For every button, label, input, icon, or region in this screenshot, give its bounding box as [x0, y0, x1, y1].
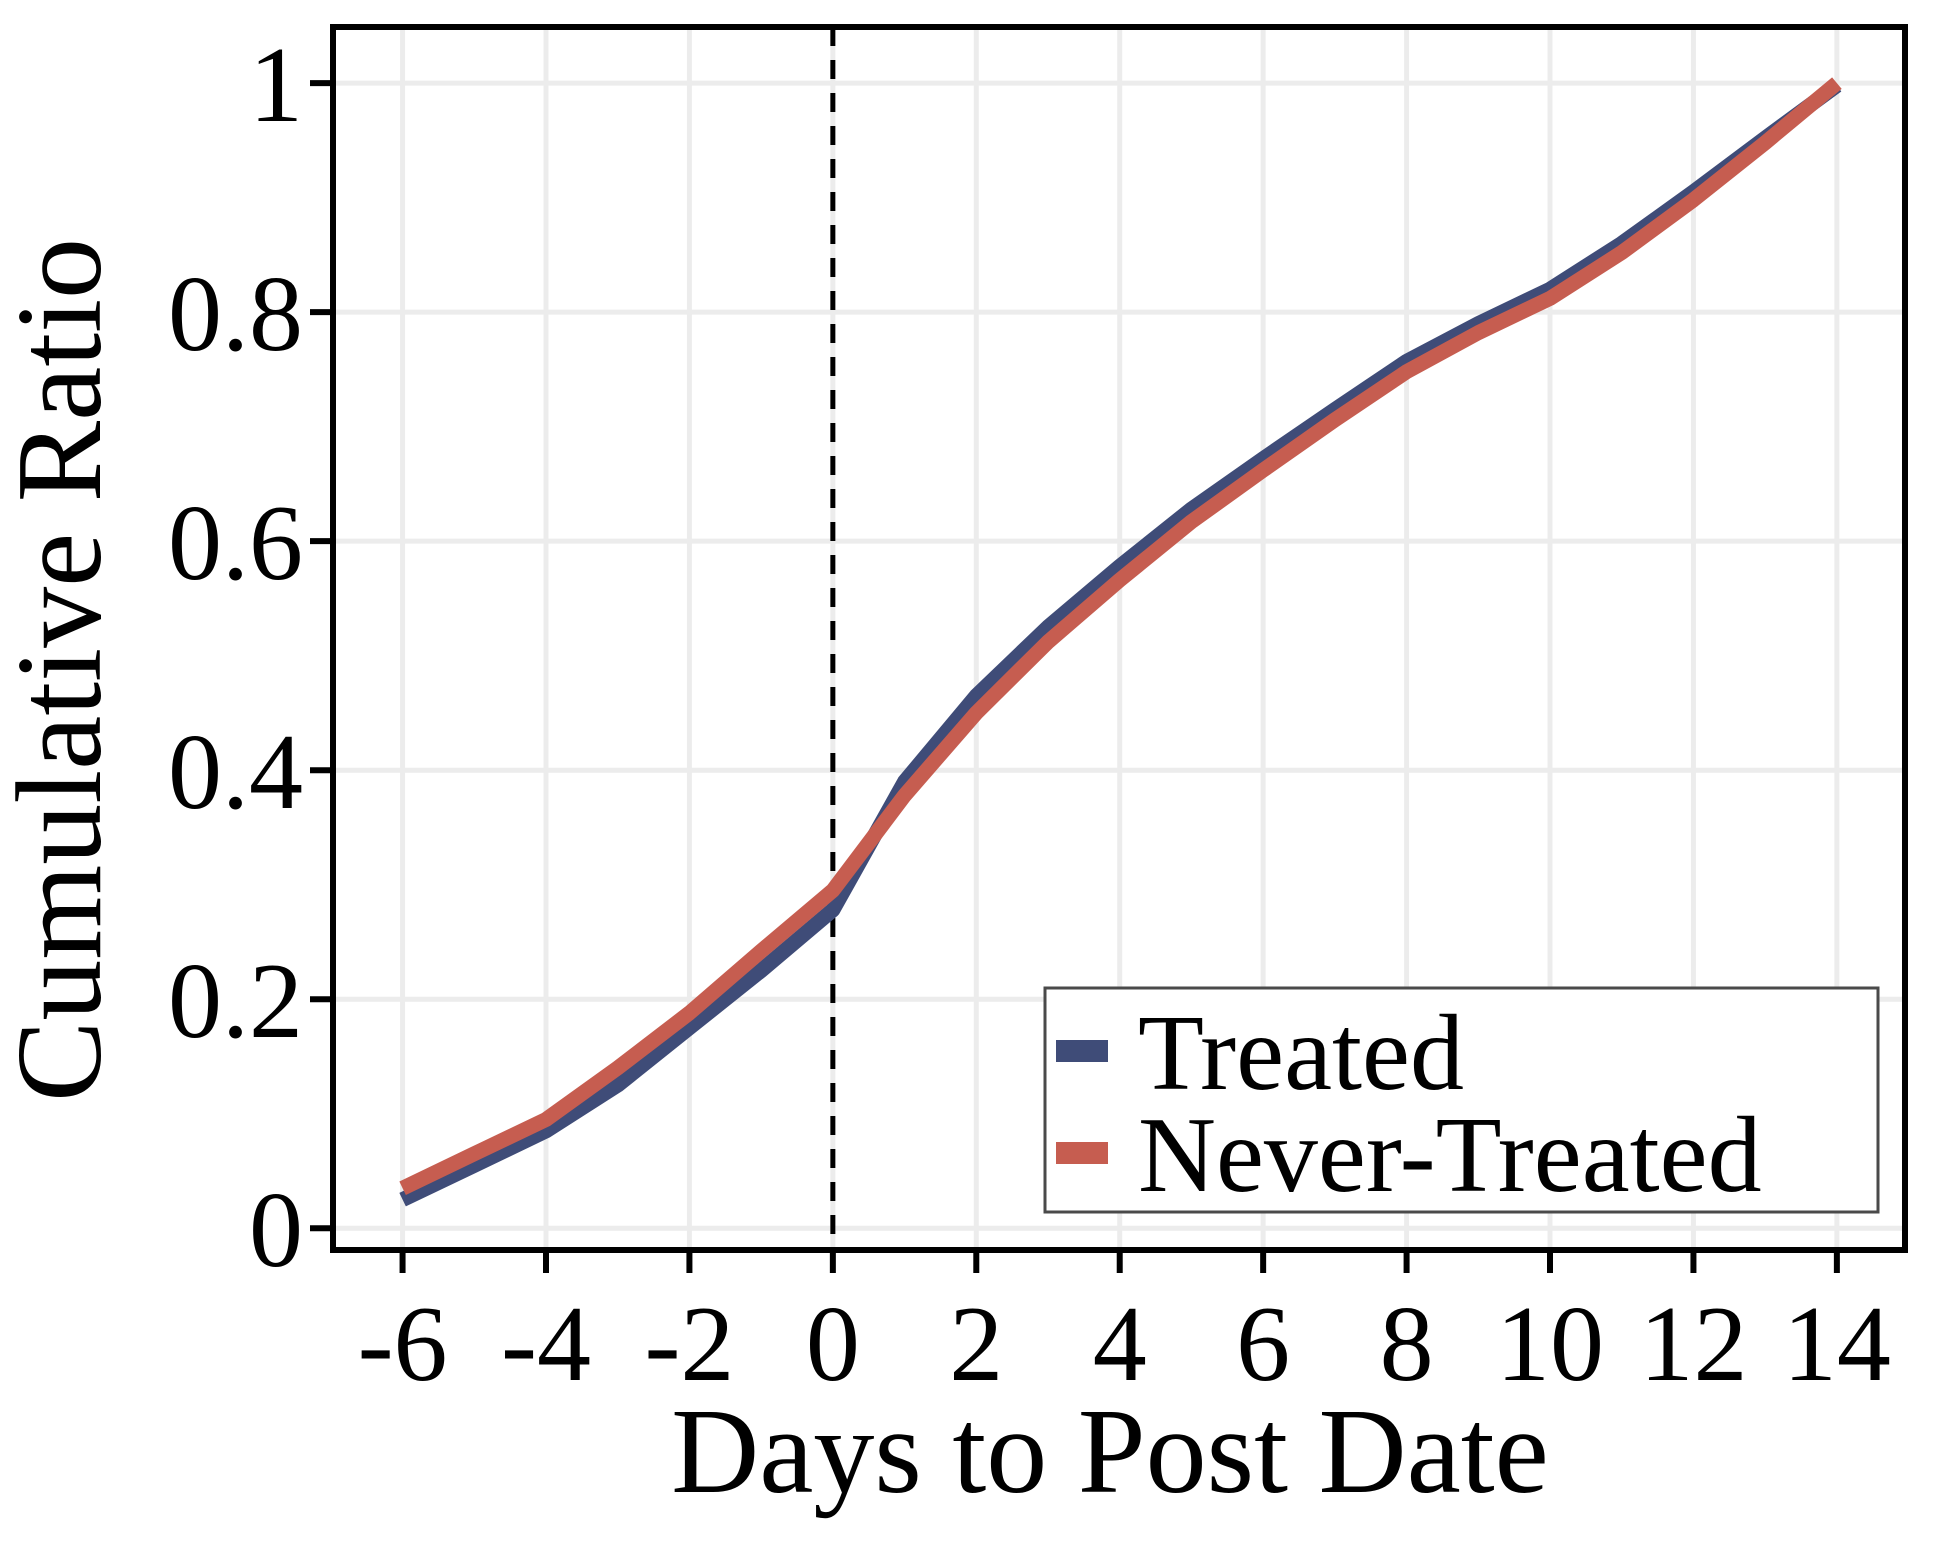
x-tick-label: 12 — [1639, 1285, 1747, 1404]
series-layer — [399, 77, 1842, 1207]
treated-line — [399, 79, 1842, 1207]
y-axis-title: Cumulative Ratio — [0, 238, 127, 1102]
legend-box — [1043, 986, 1880, 1214]
y-tick-label: 0 — [249, 1171, 303, 1290]
x-tick-label: 4 — [1093, 1285, 1147, 1404]
never-treated-line — [399, 77, 1842, 1195]
x-axis-title: Days to Post Date — [671, 1384, 1549, 1519]
legend-label-treated: Treated — [1138, 994, 1464, 1113]
legend-label-never-treated: Never-Treated — [1138, 1096, 1762, 1215]
y-tick-label: 0.4 — [168, 713, 303, 832]
x-tick-label: 14 — [1783, 1285, 1891, 1404]
x-tick-label: 8 — [1380, 1285, 1434, 1404]
legend-swatch-never-treated-icon — [1056, 1142, 1108, 1164]
x-tick-label: 0 — [806, 1285, 860, 1404]
x-tick-label: -2 — [644, 1285, 734, 1404]
x-tick-label: 2 — [949, 1285, 1003, 1404]
y-tick-label: 0.8 — [168, 255, 303, 374]
x-tick-label: -4 — [501, 1285, 591, 1404]
y-tick-label: 1 — [249, 26, 303, 145]
y-tick-label: 0.2 — [168, 942, 303, 1061]
legend: Treated Never-Treated — [1043, 986, 1880, 1215]
x-tick-label: -6 — [358, 1285, 448, 1404]
legend-swatch-treated-icon — [1056, 1040, 1108, 1062]
y-tick-label: 0.6 — [168, 484, 303, 603]
x-tick-label: 10 — [1496, 1285, 1604, 1404]
x-tick-label: 6 — [1236, 1285, 1290, 1404]
